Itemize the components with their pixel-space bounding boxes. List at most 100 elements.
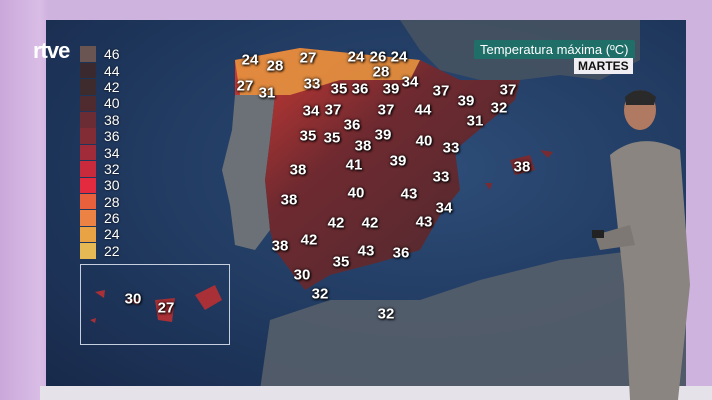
legend-value: 46 [104,46,120,63]
city-temperature: 24 [241,51,259,69]
city-temperature: 33 [442,139,460,157]
canary-islands [90,285,222,323]
legend-swatch [80,128,96,144]
city-temperature: 26 [369,48,387,66]
legend-value: 36 [104,128,120,145]
city-temperature: 40 [347,184,365,202]
legend-swatch [80,95,96,112]
city-temperature: 30 [124,290,142,308]
legend-value: 30 [104,177,120,194]
city-temperature: 41 [345,156,363,174]
legend-swatch [80,62,96,79]
legend-value: 32 [104,160,120,177]
legend-row: 44 [80,62,120,79]
day-label: MARTES [574,58,633,74]
city-temperature: 44 [414,101,432,119]
city-temperature: 37 [499,81,517,99]
city-temperature: 24 [347,48,365,66]
city-temperature: 37 [324,101,342,119]
portugal-land [222,95,275,250]
legend-value: 28 [104,193,120,210]
city-temperature: 32 [377,305,395,323]
legend-value: 44 [104,62,120,79]
legend-row: 34 [80,144,120,161]
legend-swatch [80,243,96,259]
legend-swatch [80,193,96,210]
city-temperature: 43 [415,213,433,231]
temperature-legend: 46 44 42 40 38 36 34 32 30 28 26 24 22 [80,46,120,259]
city-temperature: 43 [357,242,375,260]
spain-land [235,48,520,290]
map-title: Temperatura máxima (ºC) [474,40,635,59]
city-temperature: 36 [343,116,361,134]
city-temperature: 39 [457,92,475,110]
legend-row: 30 [80,177,120,193]
city-temperature: 38 [354,137,372,155]
legend-swatch [80,210,96,226]
city-temperature: 35 [332,253,350,271]
city-temperature: 35 [299,127,317,145]
city-temperature: 30 [293,266,311,284]
legend-swatch [80,144,96,161]
city-temperature: 42 [300,231,318,249]
rtve-logo: rtve [33,38,70,63]
legend-swatch [80,112,96,128]
legend-row: 28 [80,194,120,210]
city-temperature: 35 [330,80,348,98]
legend-swatch [80,161,96,177]
city-temperature: 34 [302,102,320,120]
city-temperature: 24 [390,48,408,66]
city-temperature: 36 [351,80,369,98]
legend-row: 26 [80,210,120,226]
city-temperature: 27 [299,49,317,67]
legend-value: 34 [104,144,120,161]
city-temperature: 38 [271,237,289,255]
city-temperature: 33 [303,75,321,93]
legend-swatch [80,177,96,194]
legend-value: 38 [104,111,120,128]
north-coast [235,48,420,95]
city-temperature: 39 [374,126,392,144]
city-temperature: 32 [311,285,329,303]
legend-swatch [80,46,96,62]
city-temperature: 28 [372,63,390,81]
city-temperature: 34 [435,199,453,217]
city-temperature: 28 [266,57,284,75]
city-temperature: 38 [289,161,307,179]
city-temperature: 32 [490,99,508,117]
city-temperature: 40 [415,132,433,150]
city-temperature: 35 [323,129,341,147]
legend-row: 32 [80,161,120,177]
city-temperature: 34 [401,73,419,91]
legend-row: 40 [80,95,120,111]
presenter [592,90,690,400]
city-temperature: 43 [400,185,418,203]
city-temperature: 27 [157,299,175,317]
legend-row: 24 [80,226,120,242]
legend-row: 42 [80,79,120,95]
legend-value: 22 [104,242,120,259]
legend-swatch [80,79,96,95]
city-temperature: 42 [361,214,379,232]
city-temperature: 38 [280,191,298,209]
legend-value: 40 [104,95,120,112]
city-temperature: 33 [432,168,450,186]
legend-value: 26 [104,210,120,227]
city-temperature: 27 [236,77,254,95]
balearic-islands [485,150,553,190]
city-temperature: 31 [258,84,276,102]
legend-row: 36 [80,128,120,144]
legend-value: 24 [104,226,120,243]
city-temperature: 36 [392,244,410,262]
city-temperature: 37 [377,101,395,119]
city-temperature: 37 [432,82,450,100]
legend-value: 42 [104,78,120,95]
studio-floor [40,386,712,400]
legend-row: 38 [80,112,120,128]
city-temperature: 31 [466,112,484,130]
africa-land [260,250,686,390]
canary-islands-inset [80,264,230,345]
city-temperature: 39 [389,152,407,170]
legend-swatch [80,226,96,243]
